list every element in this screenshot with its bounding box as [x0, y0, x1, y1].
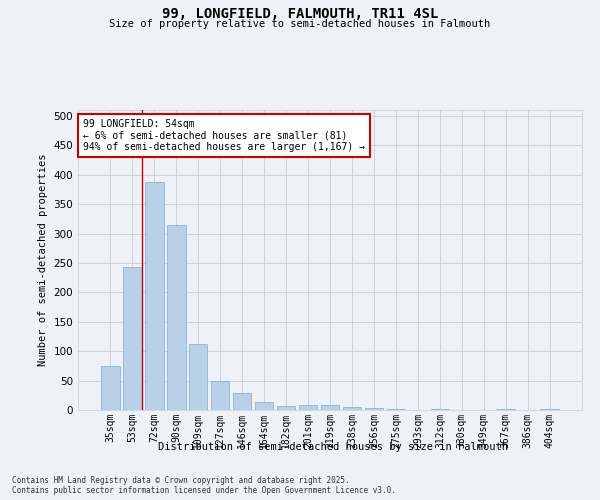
Bar — [101, 366, 119, 410]
Bar — [320, 406, 340, 410]
Bar — [277, 406, 295, 410]
Bar — [255, 402, 274, 410]
Text: Contains HM Land Registry data © Crown copyright and database right 2025.
Contai: Contains HM Land Registry data © Crown c… — [12, 476, 396, 495]
Text: Distribution of semi-detached houses by size in Falmouth: Distribution of semi-detached houses by … — [158, 442, 508, 452]
Y-axis label: Number of semi-detached properties: Number of semi-detached properties — [38, 154, 48, 366]
Bar — [211, 380, 229, 410]
Bar — [343, 407, 361, 410]
Bar — [167, 224, 185, 410]
Text: Size of property relative to semi-detached houses in Falmouth: Size of property relative to semi-detach… — [109, 19, 491, 29]
Bar — [541, 409, 559, 410]
Text: 99, LONGFIELD, FALMOUTH, TR11 4SL: 99, LONGFIELD, FALMOUTH, TR11 4SL — [162, 8, 438, 22]
Bar — [123, 267, 142, 410]
Bar — [189, 344, 208, 410]
Bar — [299, 406, 317, 410]
Bar — [145, 182, 164, 410]
Text: 99 LONGFIELD: 54sqm
← 6% of semi-detached houses are smaller (81)
94% of semi-de: 99 LONGFIELD: 54sqm ← 6% of semi-detache… — [83, 119, 365, 152]
Bar — [365, 408, 383, 410]
Bar — [233, 393, 251, 410]
